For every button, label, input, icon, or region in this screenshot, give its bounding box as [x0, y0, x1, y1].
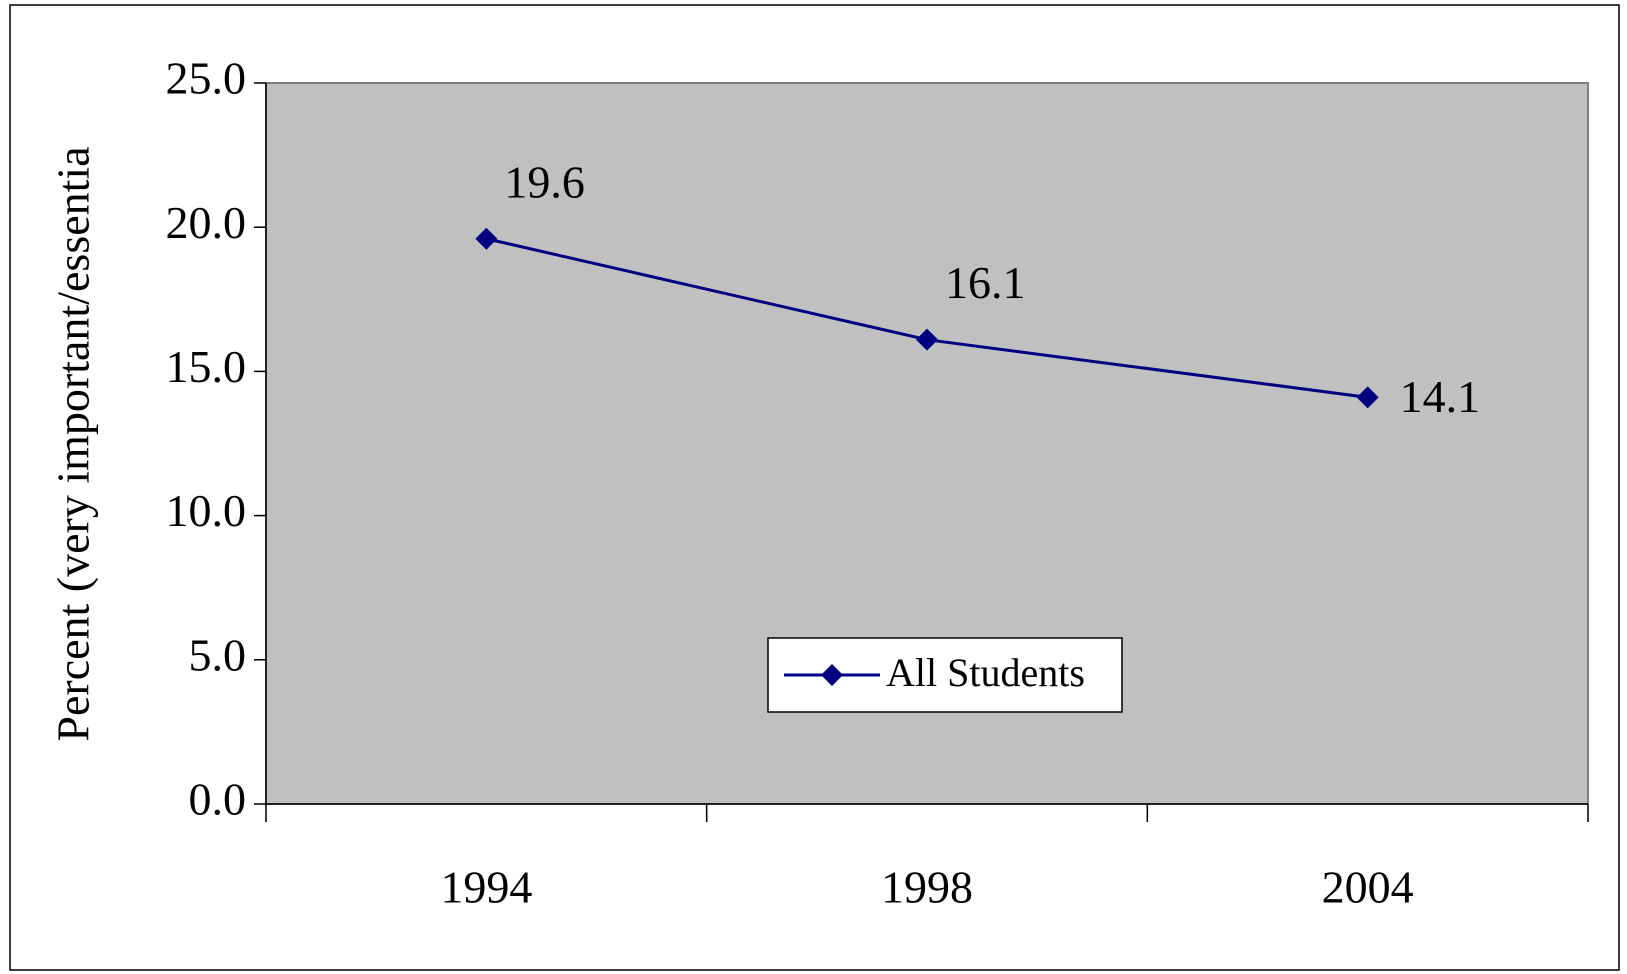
- y-tick-label: 0.0: [189, 774, 247, 825]
- y-tick-label: 10.0: [166, 485, 247, 536]
- data-point: [916, 328, 938, 351]
- y-tick-label: 20.0: [166, 197, 247, 248]
- y-tick-label: 25.0: [166, 53, 247, 104]
- data-label: 16.1: [945, 257, 1026, 308]
- x-tick-label: 1998: [881, 862, 973, 913]
- y-axis-label: Percent (very important/essentia: [48, 146, 99, 741]
- data-point: [475, 227, 498, 250]
- y-tick-label: 15.0: [166, 341, 247, 392]
- x-tick-label: 2004: [1322, 862, 1414, 913]
- data-point: [1356, 386, 1379, 409]
- y-tick-label: 5.0: [189, 629, 247, 680]
- data-label: 14.1: [1400, 371, 1481, 422]
- x-tick-label: 1994: [440, 862, 532, 913]
- data-label: 19.6: [504, 156, 585, 207]
- legend-label: All Students: [886, 650, 1085, 695]
- legend-marker: [821, 664, 843, 686]
